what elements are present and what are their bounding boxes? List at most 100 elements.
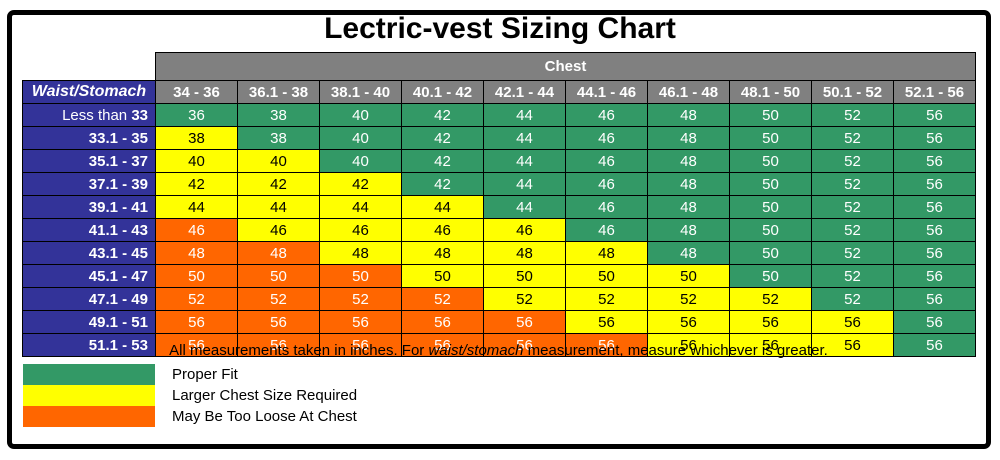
table-row: 43.1 - 45 48 48 48 48 48 48 48 50 52 56 bbox=[22, 241, 976, 265]
size-cell: 52 bbox=[319, 287, 402, 311]
size-cell: 48 bbox=[319, 241, 402, 265]
chest-range-header: 50.1 - 52 bbox=[811, 80, 894, 104]
chest-range-header: 40.1 - 42 bbox=[401, 80, 484, 104]
size-cell: 50 bbox=[729, 218, 812, 242]
size-cell: 42 bbox=[319, 172, 402, 196]
legend-label: May Be Too Loose At Chest bbox=[172, 408, 357, 425]
size-cell: 44 bbox=[483, 103, 566, 127]
size-cell: 56 bbox=[811, 333, 894, 357]
size-cell: 46 bbox=[565, 172, 648, 196]
size-cell: 46 bbox=[565, 218, 648, 242]
size-cell: 56 bbox=[647, 310, 730, 334]
size-cell: 46 bbox=[401, 218, 484, 242]
chest-range-header: 44.1 - 46 bbox=[565, 80, 648, 104]
size-cell: 56 bbox=[729, 310, 812, 334]
waist-range-label: 33.1 - 35 bbox=[22, 126, 156, 150]
size-cell: 56 bbox=[893, 149, 976, 173]
column-header-row: Waist/Stomach 34 - 36 36.1 - 38 38.1 - 40 4… bbox=[22, 80, 976, 104]
size-cell: 56 bbox=[893, 264, 976, 288]
page-title: Lectric-vest Sizing Chart bbox=[324, 12, 676, 45]
waist-label-strong: 35.1 - 37 bbox=[88, 152, 148, 170]
size-cell: 56 bbox=[483, 333, 566, 357]
size-cell: 46 bbox=[565, 103, 648, 127]
size-cell: 56 bbox=[729, 333, 812, 357]
waist-label-strong: 37.1 - 39 bbox=[88, 175, 148, 193]
legend: Proper Fit Larger Chest Size Required May … bbox=[23, 364, 357, 427]
size-cell: 56 bbox=[893, 241, 976, 265]
size-cell: 48 bbox=[647, 241, 730, 265]
size-cell: 50 bbox=[319, 264, 402, 288]
table-row: 49.1 - 51 56 56 56 56 56 56 56 56 56 56 bbox=[22, 310, 976, 334]
size-cell: 50 bbox=[729, 241, 812, 265]
size-cell: 56 bbox=[401, 310, 484, 334]
size-cell: 56 bbox=[893, 172, 976, 196]
size-cell: 48 bbox=[647, 149, 730, 173]
waist-label-strong: 33 bbox=[131, 106, 148, 124]
size-cell: 50 bbox=[155, 264, 238, 288]
size-cell: 56 bbox=[893, 287, 976, 311]
size-cell: 50 bbox=[729, 149, 812, 173]
legend-item: May Be Too Loose At Chest bbox=[23, 406, 357, 427]
waist-range-label: 45.1 - 47 bbox=[22, 264, 156, 288]
size-cell: 50 bbox=[237, 264, 320, 288]
size-cell: 56 bbox=[319, 310, 402, 334]
size-cell: 56 bbox=[893, 195, 976, 219]
size-cell: 42 bbox=[237, 172, 320, 196]
proper-fit-swatch bbox=[23, 364, 155, 385]
size-cell: 56 bbox=[893, 103, 976, 127]
size-cell: 46 bbox=[237, 218, 320, 242]
chest-range-header: 38.1 - 40 bbox=[319, 80, 402, 104]
size-cell: 46 bbox=[319, 218, 402, 242]
size-cell: 56 bbox=[237, 333, 320, 357]
size-cell: 56 bbox=[811, 310, 894, 334]
size-cell: 56 bbox=[893, 310, 976, 334]
size-cell: 50 bbox=[401, 264, 484, 288]
size-cell: 50 bbox=[729, 195, 812, 219]
size-cell: 50 bbox=[729, 126, 812, 150]
size-cell: 48 bbox=[647, 218, 730, 242]
size-cell: 50 bbox=[483, 264, 566, 288]
size-cell: 48 bbox=[647, 195, 730, 219]
legend-item: Proper Fit bbox=[23, 364, 357, 385]
size-cell: 56 bbox=[155, 310, 238, 334]
too-loose-swatch bbox=[23, 406, 155, 427]
size-cell: 44 bbox=[483, 126, 566, 150]
size-cell: 40 bbox=[237, 149, 320, 173]
legend-label: Larger Chest Size Required bbox=[172, 387, 358, 404]
size-cell: 52 bbox=[811, 264, 894, 288]
sizing-table: Chest Waist/Stomach 34 - 36 36.1 - 38 38.1… bbox=[22, 52, 976, 357]
size-cell: 56 bbox=[893, 218, 976, 242]
size-cell: 44 bbox=[237, 195, 320, 219]
size-cell: 52 bbox=[811, 218, 894, 242]
size-cell: 44 bbox=[319, 195, 402, 219]
size-cell: 56 bbox=[483, 310, 566, 334]
footnote-italic: waist/stomach bbox=[428, 342, 524, 359]
size-cell: 52 bbox=[811, 241, 894, 265]
waist-label-strong: 41.1 - 43 bbox=[88, 221, 148, 239]
size-cell: 44 bbox=[401, 195, 484, 219]
size-cell: 52 bbox=[483, 287, 566, 311]
size-cell: 38 bbox=[237, 103, 320, 127]
size-cell: 44 bbox=[483, 172, 566, 196]
waist-label-strong: 45.1 - 47 bbox=[88, 267, 148, 285]
table-row: 41.1 - 43 46 46 46 46 46 46 48 50 52 56 bbox=[22, 218, 976, 242]
table-row: 33.1 - 35 38 38 40 42 44 46 48 50 52 56 bbox=[22, 126, 976, 150]
size-cell: 46 bbox=[155, 218, 238, 242]
sizing-table-body: Less than 33 36 38 40 42 44 46 48 50 52 56 33.1 - 3… bbox=[22, 103, 976, 357]
table-row: 35.1 - 37 40 40 40 42 44 46 48 50 52 56 bbox=[22, 149, 976, 173]
waist-range-label: 49.1 - 51 bbox=[22, 310, 156, 334]
chest-range-header: 42.1 - 44 bbox=[483, 80, 566, 104]
table-row: 39.1 - 41 44 44 44 44 44 46 48 50 52 56 bbox=[22, 195, 976, 219]
size-cell: 48 bbox=[483, 241, 566, 265]
size-cell: 50 bbox=[565, 264, 648, 288]
chest-range-header: 48.1 - 50 bbox=[729, 80, 812, 104]
size-cell: 52 bbox=[811, 126, 894, 150]
size-cell: 48 bbox=[237, 241, 320, 265]
size-cell: 52 bbox=[401, 287, 484, 311]
waist-range-label: 43.1 - 45 bbox=[22, 241, 156, 265]
chest-range-header: 34 - 36 bbox=[155, 80, 238, 104]
size-cell: 52 bbox=[811, 172, 894, 196]
size-cell: 52 bbox=[565, 287, 648, 311]
size-cell: 50 bbox=[729, 264, 812, 288]
table-row: 45.1 - 47 50 50 50 50 50 50 50 50 52 56 bbox=[22, 264, 976, 288]
